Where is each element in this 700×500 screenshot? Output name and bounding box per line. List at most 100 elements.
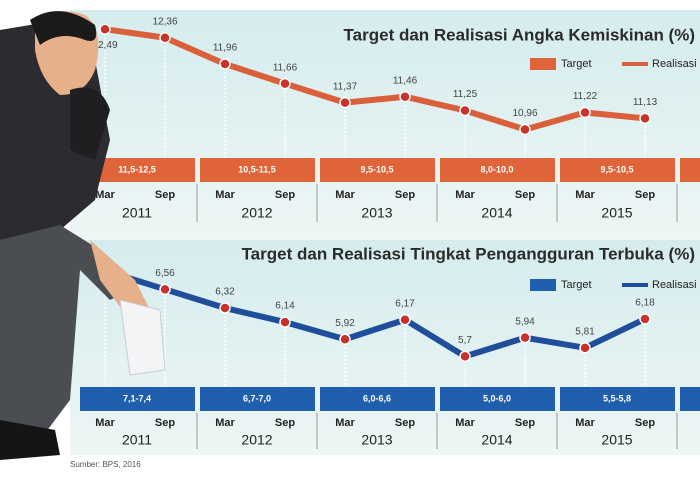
target-range: 5,0-6,0 [483, 393, 511, 403]
data-point [399, 313, 411, 326]
target-range: 10,5-11,5 [238, 164, 276, 174]
x-tick-label: Mar [335, 189, 355, 201]
x-tick-label: Mar [575, 189, 595, 201]
legs [0, 225, 130, 440]
x-tick-label: Sep [635, 189, 655, 201]
data-label: 11,37 [333, 81, 358, 92]
panel [70, 240, 700, 455]
x-tick-label: Sep [395, 417, 415, 429]
data-point [579, 342, 591, 354]
target-range: 8,0-10,0 [480, 164, 513, 174]
legend-label: Target [561, 58, 592, 70]
panel [70, 10, 700, 240]
year-label: 2013 [361, 205, 392, 221]
data-label: 5,81 [575, 326, 595, 337]
chart-title: Target dan Realisasi Angka Kemiskinan (%… [344, 25, 695, 44]
x-tick-label: Sep [275, 417, 295, 429]
arm [70, 87, 110, 160]
target-bar [440, 387, 555, 411]
source: Sumber: BPS, 2016 [70, 460, 141, 469]
x-tick-label: Mar [575, 417, 595, 429]
target-range: 6,0-6,6 [363, 393, 391, 403]
target-bar [80, 387, 195, 411]
data-label: 6,56 [155, 268, 175, 279]
year-label: 2012 [241, 432, 272, 448]
x-tick-label: Mar [95, 417, 115, 429]
data-label: 5,7 [458, 335, 472, 346]
data-point [639, 112, 651, 125]
data-label: 11,96 [213, 43, 238, 54]
data-point [279, 316, 291, 328]
target-bar [560, 158, 675, 182]
target-bar [440, 158, 555, 182]
year-label: 2012 [241, 205, 272, 221]
target-bar [320, 387, 435, 411]
target-range: 5,5-5,8 [603, 393, 631, 403]
data-label: 6,14 [275, 301, 295, 312]
target-range: 9,5-10,5 [600, 164, 633, 174]
target-range: 6,7-7,0 [243, 393, 271, 403]
year-label: 2015 [601, 205, 632, 221]
target-bar [200, 158, 315, 182]
year-label: 2014 [481, 205, 512, 221]
x-tick-label: Mar [215, 417, 235, 429]
charts: Target dan Realisasi Angka Kemiskinan (%… [80, 16, 700, 449]
data-label: 11,46 [393, 75, 418, 86]
data-line [104, 26, 646, 133]
data-point [99, 23, 111, 35]
data-point [399, 90, 411, 103]
year-label: 2011 [122, 432, 152, 448]
x-tick-label: Mar [95, 189, 115, 201]
target-range: 11,5-12,5 [118, 164, 156, 174]
data-label: 12,36 [152, 16, 177, 27]
data-label: 6,32 [215, 287, 235, 298]
paper [119, 299, 166, 376]
legend-label: Target [561, 279, 592, 291]
target-bar [320, 158, 435, 182]
data-label: 5,92 [335, 318, 355, 329]
target-bar [680, 387, 700, 411]
data-line [104, 267, 647, 360]
data-point [219, 58, 231, 70]
x-tick-label: Sep [275, 189, 295, 201]
x-tick-label: Mar [215, 189, 235, 201]
x-tick-label: Sep [155, 417, 175, 429]
data-label: 6,18 [635, 298, 655, 309]
year-label: 2014 [481, 432, 512, 448]
data-label: 11,25 [453, 89, 478, 100]
x-tick-label: Sep [395, 189, 415, 201]
data-label: 11,66 [273, 62, 298, 73]
target-range: 7,1-7,4 [123, 393, 151, 403]
legend-label: Realisasi [652, 58, 697, 70]
year-label: 2013 [361, 432, 392, 448]
x-tick-label: Sep [155, 189, 175, 201]
chart-title: Target dan Realisasi Tingkat Penganggura… [242, 244, 695, 263]
data-label: 5,94 [515, 316, 535, 327]
data-point [159, 31, 171, 44]
legend-swatch [530, 279, 556, 291]
year-label: 2011 [122, 205, 152, 221]
hand [90, 240, 150, 320]
target-bar [200, 387, 315, 411]
target-bar [560, 387, 675, 411]
year-label: 2015 [601, 432, 632, 448]
shoe [0, 420, 60, 460]
target-bar [680, 158, 700, 182]
data-label: 11,22 [573, 91, 598, 102]
data-point [459, 104, 471, 117]
x-tick-label: Mar [455, 417, 475, 429]
data-label: 10,96 [512, 108, 537, 119]
x-tick-label: Sep [515, 189, 535, 201]
target-range: 9,5-10,5 [360, 164, 393, 174]
data-point [339, 96, 351, 109]
man-illustration [0, 11, 166, 460]
legend-label: Realisasi [652, 279, 697, 291]
data-point [519, 123, 531, 136]
data-point [459, 350, 471, 363]
data-point [219, 302, 231, 314]
data-point [519, 331, 531, 344]
data-point [639, 313, 651, 325]
x-tick-label: Sep [515, 417, 535, 429]
x-tick-label: Mar [455, 189, 475, 201]
